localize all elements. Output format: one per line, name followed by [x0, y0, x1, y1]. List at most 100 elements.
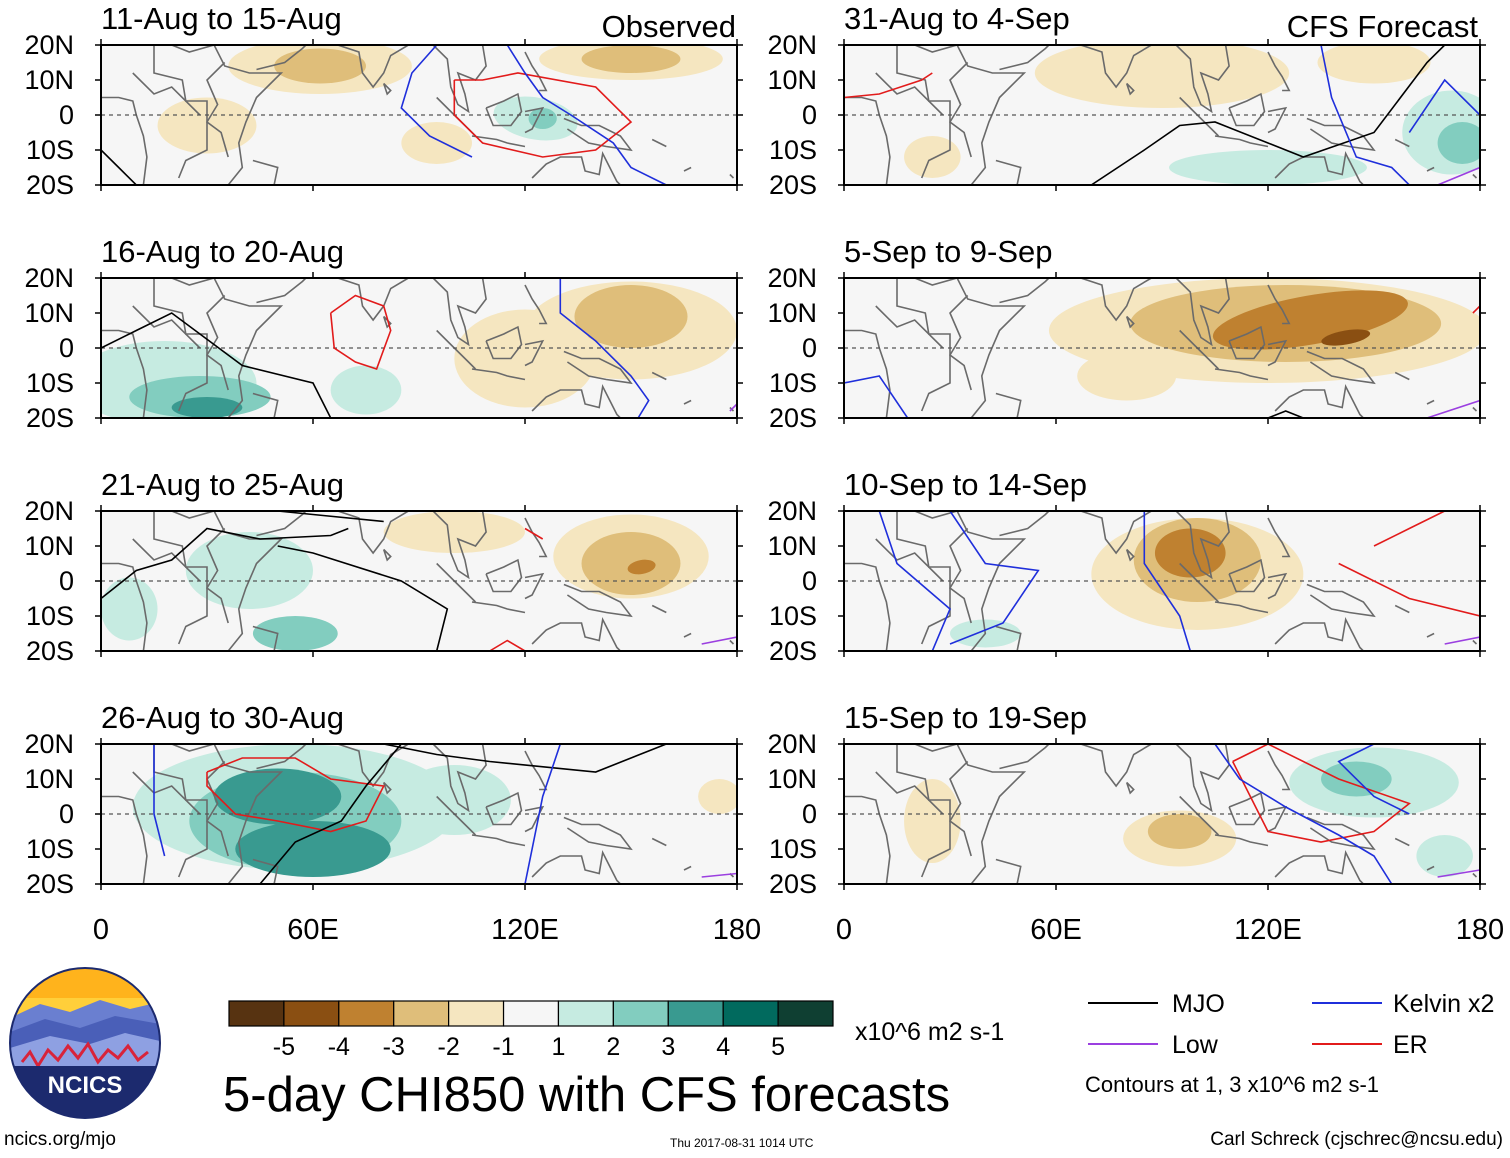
colorbar-swatch — [557, 1000, 614, 1027]
colorbar-swatch — [338, 1000, 395, 1027]
y-tick-label: 10S — [769, 834, 817, 864]
panel-observed-4: 20N 10N 0 10S 20S 26-Aug to 30-Aug — [24, 700, 743, 899]
y-tick-label: 20N — [24, 729, 74, 759]
y-tick-label: 20S — [26, 403, 74, 433]
panel-forecast-2: 20N 10N 0 10S 20S 5-Sep to 9-Sep — [767, 234, 1486, 433]
y-tick-label: 0 — [59, 799, 74, 829]
y-tick-label: 10S — [769, 135, 817, 165]
y-tick-label: 0 — [802, 100, 817, 130]
y-tick-label: 0 — [802, 333, 817, 363]
observed-label: Observed — [602, 9, 736, 44]
y-tick-label: 10N — [767, 764, 817, 794]
legend-label: Kelvin x2 — [1393, 990, 1494, 1018]
legend-label: Low — [1172, 1031, 1219, 1059]
footer-url[interactable]: ncics.org/mjo — [4, 1129, 116, 1150]
panel-title: 5-Sep to 9-Sep — [844, 234, 1053, 269]
y-tick-label: 20S — [769, 869, 817, 899]
y-tick-label: 0 — [802, 566, 817, 596]
panel-title: 31-Aug to 4-Sep — [844, 1, 1070, 36]
x-tick-label: 180 — [713, 914, 761, 946]
y-tick-label: 0 — [802, 799, 817, 829]
panel-title: 11-Aug to 15-Aug — [101, 1, 342, 36]
cfs-forecast-label: CFS Forecast — [1287, 9, 1479, 44]
y-tick-label: 10N — [767, 298, 817, 328]
panel-title: 16-Aug to 20-Aug — [101, 234, 344, 269]
colorbar-tick-label: -1 — [492, 1033, 514, 1061]
panel-title: 15-Sep to 19-Sep — [844, 700, 1087, 735]
y-tick-label: 20N — [767, 30, 817, 60]
y-tick-label: 10S — [769, 368, 817, 398]
y-tick-label: 0 — [59, 100, 74, 130]
colorbar-tick-label: 3 — [661, 1033, 675, 1061]
x-tick-label: 60E — [287, 914, 339, 946]
x-tick-label: 0 — [836, 914, 852, 946]
y-tick-label: 20S — [26, 869, 74, 899]
x-tick-label: 0 — [93, 914, 109, 946]
y-tick-label: 20N — [767, 496, 817, 526]
panel-forecast-3: 20N 10N 0 10S 20S 10-Sep to 14-Sep — [767, 467, 1486, 666]
footer-timestamp: Thu 2017-08-31 1014 UTC — [670, 1136, 814, 1150]
colorbar-swatch — [502, 1000, 560, 1027]
footer-credit: Carl Schreck (cjschrec@ncsu.edu) — [1210, 1129, 1503, 1150]
legend-label: MJO — [1172, 990, 1225, 1018]
panel-title: 21-Aug to 25-Aug — [101, 467, 344, 502]
colorbar-tick-label: -4 — [328, 1033, 350, 1061]
colorbar-units: x10^6 m2 s-1 — [855, 1018, 1004, 1046]
legend: MJO Kelvin x2 Low ER — [1088, 990, 1494, 1059]
colorbar-tick-label: 1 — [552, 1033, 566, 1061]
colorbar-swatch — [228, 1000, 285, 1027]
panel-title: 26-Aug to 30-Aug — [101, 700, 344, 735]
y-tick-label: 20S — [26, 170, 74, 200]
x-tick-label: 120E — [1234, 914, 1302, 946]
colorbar-swatch — [448, 1000, 505, 1027]
y-tick-label: 20N — [767, 729, 817, 759]
panel-observed-2: 20N 10N 0 10S 20S 16-Aug to 20-Aug — [24, 234, 743, 433]
y-tick-label: 10S — [26, 601, 74, 631]
y-tick-label: 10S — [26, 135, 74, 165]
colorbar-tick-label: 2 — [606, 1033, 620, 1061]
colorbar: -5 -4 -3 -2 -1 1 2 3 4 5 — [228, 1000, 834, 1061]
y-tick-label: 10N — [24, 298, 74, 328]
colorbar-tick-label: -3 — [383, 1033, 405, 1061]
colorbar-tick-label: -2 — [438, 1033, 460, 1061]
colorbar-swatch — [667, 1000, 724, 1027]
y-tick-label: 0 — [59, 333, 74, 363]
y-tick-label: 10N — [767, 65, 817, 95]
colorbar-swatch — [283, 1000, 340, 1027]
x-tick-label: 60E — [1030, 914, 1082, 946]
x-tick-label: 120E — [491, 914, 559, 946]
colorbar-tick-label: 5 — [771, 1033, 785, 1061]
y-tick-label: 20N — [24, 263, 74, 293]
colorbar-tick-label: 4 — [716, 1033, 730, 1061]
colorbar-swatch — [393, 1000, 450, 1027]
y-tick-label: 10N — [767, 531, 817, 561]
panel-observed-1: 20N 10N 0 10S 20S 11-Aug to 15-Aug — [24, 1, 743, 200]
colorbar-swatch — [722, 1000, 779, 1027]
colorbar-swatch — [777, 1000, 834, 1027]
y-tick-label: 20S — [769, 170, 817, 200]
colorbar-swatch — [612, 1000, 669, 1027]
colorbar-tick-label: -5 — [273, 1033, 295, 1061]
y-tick-label: 20N — [767, 263, 817, 293]
y-tick-label: 10S — [26, 368, 74, 398]
main-title: 5-day CHI850 with CFS forecasts — [223, 1068, 950, 1122]
y-tick-label: 20S — [26, 636, 74, 666]
y-tick-label: 20N — [24, 30, 74, 60]
y-tick-label: 10S — [769, 601, 817, 631]
x-tick-label: 180 — [1456, 914, 1504, 946]
panel-forecast-4: 20N 10N 0 10S 20S 15-Sep to 19-Sep — [767, 700, 1486, 899]
y-tick-label: 10N — [24, 531, 74, 561]
panel-title: 10-Sep to 14-Sep — [844, 467, 1087, 502]
y-tick-label: 10N — [24, 65, 74, 95]
ncics-logo — [9, 967, 161, 1119]
logo-text: NCICS — [48, 1072, 123, 1099]
y-tick-label: 20S — [769, 636, 817, 666]
y-tick-label: 20N — [24, 496, 74, 526]
y-tick-label: 0 — [59, 566, 74, 596]
y-tick-label: 10S — [26, 834, 74, 864]
panel-observed-3: 20N 10N 0 10S 20S 21-Aug to 25-Aug — [24, 467, 743, 666]
y-tick-label: 10N — [24, 764, 74, 794]
legend-label: ER — [1393, 1031, 1428, 1059]
panel-forecast-1: 20N 10N 0 10S 20S 31-Aug to 4-Sep — [767, 1, 1486, 200]
